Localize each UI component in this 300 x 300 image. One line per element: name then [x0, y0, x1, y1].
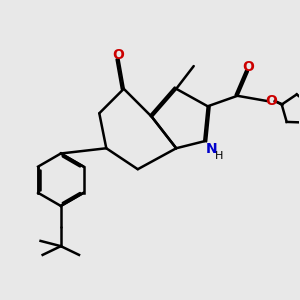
Text: N: N — [206, 142, 218, 156]
Text: H: H — [215, 151, 223, 161]
Text: O: O — [242, 60, 254, 74]
Text: O: O — [112, 48, 124, 62]
Text: O: O — [266, 94, 278, 108]
